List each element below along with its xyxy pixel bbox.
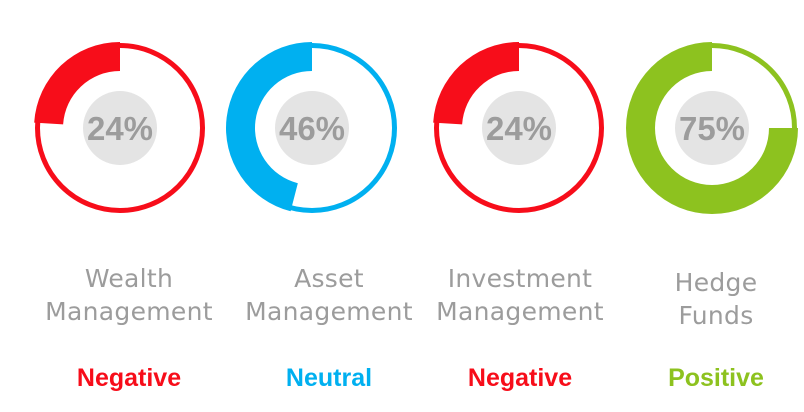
label-investment-management: Investment Management	[420, 262, 620, 328]
donut-value-label: 75%	[679, 110, 745, 147]
donut-value-band	[433, 42, 519, 125]
label-line: Management	[245, 297, 413, 326]
label-hedge-funds: Hedge Funds	[616, 266, 804, 332]
sentiment-asset-management: Neutral	[285, 364, 373, 392]
label-line: Asset	[294, 264, 364, 293]
donut-value-label: 24%	[87, 110, 153, 147]
sentiment-wealth-management: Negative	[76, 364, 182, 392]
donut-center-disc	[675, 91, 749, 165]
donut-2: 24%	[433, 42, 604, 213]
sentiment-hedge-funds: Positive	[668, 364, 764, 392]
donut-value-label: 24%	[486, 110, 552, 147]
donut-value-band	[34, 42, 120, 125]
donut-center-disc	[83, 91, 157, 165]
label-line: Hedge	[674, 268, 758, 297]
donut-value-label: 46%	[279, 110, 345, 147]
donut-center-disc	[275, 91, 349, 165]
label-line: Funds	[678, 301, 754, 330]
label-asset-management: Asset Management	[229, 262, 429, 328]
label-line: Management	[436, 297, 604, 326]
donut-1: 46%	[226, 42, 397, 213]
label-line: Investment	[447, 264, 593, 293]
donut-0: 24%	[34, 42, 205, 213]
label-line: Management	[45, 297, 213, 326]
donut-value-band	[226, 42, 312, 212]
donut-3: 75%	[626, 42, 798, 214]
label-line: Wealth	[84, 264, 174, 293]
label-wealth-management: Wealth Management	[29, 262, 229, 328]
donut-value-band	[626, 42, 798, 214]
sentiment-investment-management: Negative	[467, 364, 573, 392]
donut-center-disc	[482, 91, 556, 165]
